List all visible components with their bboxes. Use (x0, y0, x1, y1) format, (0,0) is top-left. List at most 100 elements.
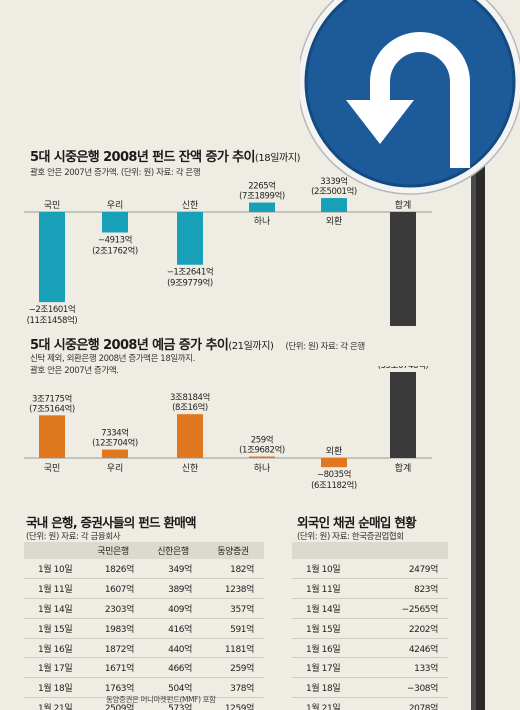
table1-value-cell: 357억 (202, 598, 264, 619)
table1-value-cell: 2509억 (82, 697, 144, 710)
chart1-prev-label: (11조1458억) (27, 315, 78, 326)
table1-value-cell: 573억 (144, 697, 202, 710)
table1-value-cell: 1872억 (82, 638, 144, 659)
table1-date-cell: 1월 18일 (24, 677, 82, 699)
table1-value-cell: 466억 (144, 657, 202, 679)
chart2-notes: 신탁 제외, 외환은행 2008년 증가액은 18일까지. 괄호 안은 2007… (30, 353, 195, 377)
table1-value-cell: 1181억 (202, 638, 264, 659)
table1-value-cell: 389억 (144, 578, 202, 600)
chart2-value-label: 259억 (251, 435, 273, 446)
chart2-value-label: 3조7175억 (32, 393, 72, 404)
foreign-bond-table: 1월 10일 2479억 1월 11일 823억 1월 14일 −2565억 1월 15일 2… (292, 542, 448, 710)
table-row: 1월 11일 823억 (292, 578, 448, 600)
table1-value-cell: 1671억 (82, 657, 144, 679)
chart1-title-text: 5대 시중은행 2008년 펀드 잔액 증가 추이 (30, 150, 255, 165)
table2-value-cell: 2479억 (370, 559, 448, 580)
table1-unit: (단위: 원) (26, 532, 59, 542)
table-row: 1월 10일 2479억 (292, 559, 448, 580)
chart2-category-label: 국민 (44, 463, 61, 474)
chart1-value-label: 2265억 (248, 181, 275, 192)
chart1-value-label: 3339억 (320, 176, 347, 187)
table1-value-cell: 1607억 (82, 578, 144, 600)
table1-value-cell: 1763억 (82, 677, 144, 699)
table-row: 1월 17일 1671억 466억 259억 (24, 657, 264, 679)
table1-date-cell: 1월 21일 (24, 697, 82, 710)
chart2-title-suffix: (21일까지) (228, 341, 274, 352)
table2-header-row (292, 542, 448, 559)
table1-date-cell: 1월 17일 (24, 657, 82, 679)
table2-value-cell: 2078억 (370, 697, 448, 710)
u-turn-sign-icon (300, 0, 520, 710)
table-row: 1월 14일 −2565억 (292, 598, 448, 619)
chart2-category-label: 외환 (326, 445, 343, 457)
chart2-prev-label: (8조16억) (172, 402, 208, 413)
chart1-plot: 국민 −2조1601억(11조1458억) 우리 −4913억(2조1762억) 신한 −… (24, 176, 432, 326)
table2-value-cell: 133억 (370, 657, 448, 679)
table2-value-cell: 823억 (370, 578, 448, 600)
table2-value-cell: 4246억 (370, 638, 448, 659)
table-row: 1월 21일 2509억 573억 1259억 (24, 697, 264, 710)
chart1-category-label: 우리 (107, 200, 124, 211)
chart1-bar (39, 212, 65, 303)
chart2-prev-label: (12조704억) (92, 438, 138, 449)
chart1-category-label: 합계 (395, 199, 412, 211)
chart2-bar (249, 456, 275, 458)
chart1-source: 자료: 각 은행 (156, 168, 201, 178)
chart1-category-label: 하나 (254, 216, 271, 227)
table2-value-cell: 2202억 (370, 618, 448, 639)
u-turn-arrow (370, 32, 470, 168)
table-row: 1월 11일 1607억 389억 1238억 (24, 578, 264, 600)
table2-source: 자료: 한국증권업협회 (332, 532, 404, 542)
chart2-value-label: −8035억 (317, 469, 351, 480)
table2-date-cell: 1월 18일 (292, 677, 370, 699)
chart1-bar (390, 212, 416, 326)
table1-source: 자료: 각 금융회사 (61, 532, 121, 542)
chart2-category-label: 합계 (395, 462, 412, 474)
table-row: 1월 15일 1983억 416억 591억 (24, 618, 264, 639)
table1-value-cell: 259억 (202, 657, 264, 679)
chart1-prev-label: (7조1899억) (239, 191, 285, 202)
table1-value-cell: 182억 (202, 559, 264, 580)
chart2-prev-label: (35조6748억) (378, 366, 429, 371)
table1-column-header: 국민은행 (82, 542, 144, 559)
chart1-meta: 괄호 안은 2007년 증가액. (단위: 원) 자료: 각 은행 (30, 166, 201, 178)
chart1-prev-label: (2조5001억) (311, 186, 357, 197)
table1-date-cell: 1월 11일 (24, 578, 82, 600)
table2-title: 외국인 채권 순매입 현황 (297, 515, 417, 530)
chart1-category-label: 외환 (326, 215, 343, 227)
table1-date-cell: 1월 10일 (24, 559, 82, 580)
chart1-value-label: −2조1601억 (29, 304, 76, 315)
table1-value-cell: 1983억 (82, 618, 144, 639)
table1-body: 1월 10일 1826억 349억 182억 1월 11일 1607억 389억 1238억 1… (24, 559, 264, 710)
table-row: 1월 16일 1872억 440억 1181억 (24, 638, 264, 659)
fund-redemption-table: 국민은행 신한은행 동양증권 1월 10일 1826억 349억 182억 1월 11일 16… (24, 542, 264, 710)
chart2-prev-label: (1조9682억) (239, 445, 285, 456)
table1-date-cell: 1월 15일 (24, 618, 82, 639)
table1-value-cell: 349억 (144, 559, 202, 580)
chart1-prev-label: (2조1762억) (92, 246, 138, 257)
chart2-value-label: 7334억 (101, 428, 128, 439)
table1-value-cell: 440억 (144, 638, 202, 659)
table-row: 1월 16일 4246억 (292, 638, 448, 659)
table1-meta: (단위: 원) 자료: 각 금융회사 (26, 530, 121, 542)
chart1-category-label: 신한 (182, 200, 199, 211)
chart2-bar (321, 458, 347, 468)
table-row: 1월 14일 2303억 409억 357억 (24, 598, 264, 619)
chart2-prev-label: (7조5164억) (29, 403, 75, 414)
table2-date-cell: 1월 14일 (292, 598, 370, 619)
table1-value-cell: 1238억 (202, 578, 264, 600)
table2-value-cell: −308억 (370, 677, 448, 699)
chart1-title-suffix: (18일까지) (254, 153, 301, 164)
chart1-bar (177, 212, 203, 265)
table-row: 1월 15일 2202억 (292, 618, 448, 639)
table1-value-cell: 1259억 (202, 697, 264, 710)
chart1-value-label: −4913억 (98, 235, 132, 246)
chart2-prev-label: (6조1182억) (311, 480, 357, 491)
table1-column-header (24, 542, 82, 559)
table2-body: 1월 10일 2479억 1월 11일 823억 1월 14일 −2565억 1월 15일 2… (292, 559, 448, 710)
table1-header-row: 국민은행 신한은행 동양증권 (24, 542, 264, 559)
table2-unit: (단위: 원) (297, 532, 330, 542)
table1-value-cell: 2303억 (82, 598, 144, 619)
table-row: 1월 21일 2078억 (292, 697, 448, 710)
table-row: 1월 18일 1763억 504억 378억 (24, 677, 264, 699)
